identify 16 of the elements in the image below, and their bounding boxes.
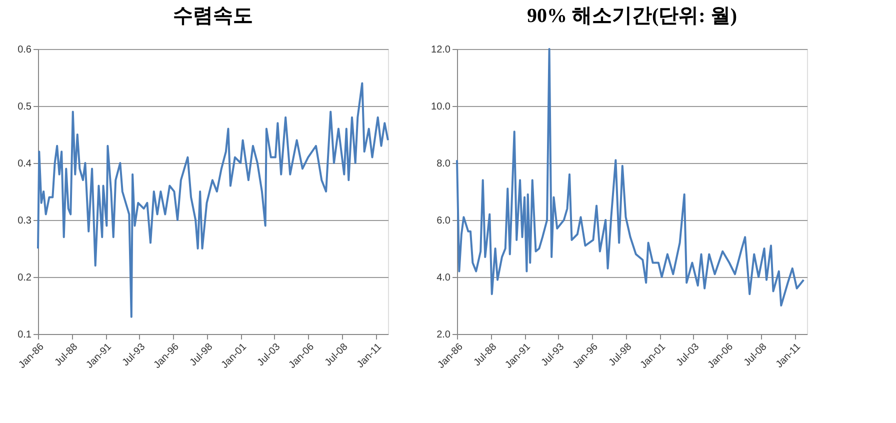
y-tick-label: 0.4 [18, 158, 32, 170]
y-tick-label: 10.0 [431, 102, 451, 112]
y-tick-label: 0.5 [18, 102, 32, 112]
y-tick-label: 0.1 [18, 330, 32, 340]
y-tick-label: 4.0 [436, 272, 451, 284]
chart-title: 90% 해소기간(단위: 월) [527, 5, 737, 27]
y-tick-label: 8.0 [436, 158, 451, 170]
y-tick-label: 6.0 [436, 216, 451, 226]
y-tick-label: 2.0 [436, 330, 451, 340]
y-tick-label: 0.2 [18, 272, 32, 284]
line-series [456, 48, 805, 306]
line-series [37, 82, 389, 318]
y-tick-label: 0.3 [18, 216, 32, 226]
y-tick-label: 0.6 [18, 44, 32, 56]
y-tick-label: 12.0 [431, 44, 451, 56]
chart-title: 수렴속도 [173, 5, 253, 27]
